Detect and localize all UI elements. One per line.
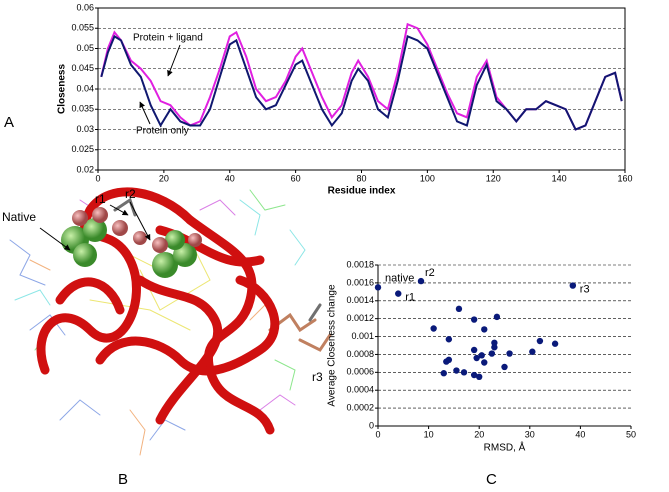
annotation: Protein + ligand xyxy=(133,33,203,44)
x-tick-label: 160 xyxy=(617,173,632,183)
arrow xyxy=(129,201,151,241)
point xyxy=(453,367,460,374)
point xyxy=(491,344,498,351)
structure-label: Native xyxy=(2,210,36,224)
point xyxy=(536,337,544,345)
y-tick-label: 0.03 xyxy=(76,124,94,134)
structure-label: r1 xyxy=(95,192,106,206)
point xyxy=(374,284,382,291)
line-series xyxy=(100,34,623,131)
point xyxy=(460,369,468,376)
point xyxy=(501,363,508,371)
y-tick-label: 0.04 xyxy=(76,83,94,93)
point xyxy=(470,316,478,323)
y-tick-label: 0.0018 xyxy=(346,259,374,269)
x-tick-label: 100 xyxy=(420,173,435,183)
x-tick-label: 20 xyxy=(474,429,484,439)
point xyxy=(417,277,425,285)
arrow xyxy=(167,44,181,77)
x-tick-label: 20 xyxy=(159,173,169,183)
point xyxy=(481,359,488,366)
panel-label: C xyxy=(486,471,497,488)
point xyxy=(488,350,496,357)
y-tick-label: 0.0014 xyxy=(346,295,374,305)
structure-label: r2 xyxy=(125,187,136,201)
y-tick-label: 0.0002 xyxy=(346,402,374,412)
annotation: Protein only xyxy=(136,126,189,137)
y-tick-label: 0.035 xyxy=(71,104,94,114)
point-label: native xyxy=(385,272,414,284)
arrow xyxy=(39,227,71,251)
x-tick-label: 40 xyxy=(225,173,235,183)
x-tick-label: 80 xyxy=(356,173,366,183)
x-tick-label: 140 xyxy=(552,173,567,183)
y-tick-label: 0.045 xyxy=(71,63,94,73)
x-tick-label: 50 xyxy=(626,429,636,439)
point xyxy=(529,348,536,355)
panel-label: A xyxy=(4,114,14,131)
point-label: r1 xyxy=(405,292,415,304)
structure-image xyxy=(9,187,332,456)
x-tick-label: 120 xyxy=(486,173,501,183)
point-label: r3 xyxy=(580,283,590,295)
point xyxy=(440,370,447,377)
y-axis-label: Average Closeness change xyxy=(327,284,338,407)
y-tick-label: 0.0006 xyxy=(346,367,374,377)
point xyxy=(551,340,559,347)
x-tick-label: 0 xyxy=(375,429,380,439)
y-tick-label: 0.05 xyxy=(76,43,94,53)
point xyxy=(491,339,498,347)
point xyxy=(478,352,485,359)
point xyxy=(430,325,437,332)
y-tick-label: 0.0016 xyxy=(346,277,374,287)
arrow xyxy=(139,101,151,125)
x-tick-label: 10 xyxy=(424,429,434,439)
x-tick-label: 40 xyxy=(575,429,585,439)
y-tick-label: 0.0008 xyxy=(346,349,374,359)
point xyxy=(470,371,478,379)
x-axis-label: RMSD, Å xyxy=(484,441,526,454)
y-tick-label: 0.055 xyxy=(71,23,94,33)
x-tick-label: 60 xyxy=(291,173,301,183)
x-axis-label: Residue index xyxy=(328,186,396,197)
x-tick-label: 30 xyxy=(525,429,535,439)
point xyxy=(445,356,453,364)
point xyxy=(395,290,402,297)
point xyxy=(445,336,453,343)
y-tick-label: 0.06 xyxy=(76,2,94,12)
y-tick-label: 0.0012 xyxy=(346,313,374,323)
y-tick-label: 0.02 xyxy=(76,164,94,174)
point xyxy=(476,373,483,381)
y-tick-label: 0.025 xyxy=(71,144,94,154)
plot-frame xyxy=(378,265,631,426)
y-axis-label: Closeness xyxy=(57,64,68,114)
arrow xyxy=(109,204,129,216)
point-label: r2 xyxy=(425,267,435,279)
point xyxy=(481,326,488,333)
point xyxy=(506,350,513,357)
structure-label: r3 xyxy=(312,370,323,384)
point xyxy=(493,313,501,321)
point xyxy=(569,282,577,289)
y-tick-label: 0.0004 xyxy=(346,385,374,395)
y-tick-label: 0.001 xyxy=(351,331,374,341)
point xyxy=(455,305,463,313)
point xyxy=(473,354,480,362)
x-tick-label: 0 xyxy=(95,173,100,183)
y-tick-label: 0 xyxy=(369,420,374,430)
panel-label: B xyxy=(118,471,128,488)
point xyxy=(470,346,478,354)
